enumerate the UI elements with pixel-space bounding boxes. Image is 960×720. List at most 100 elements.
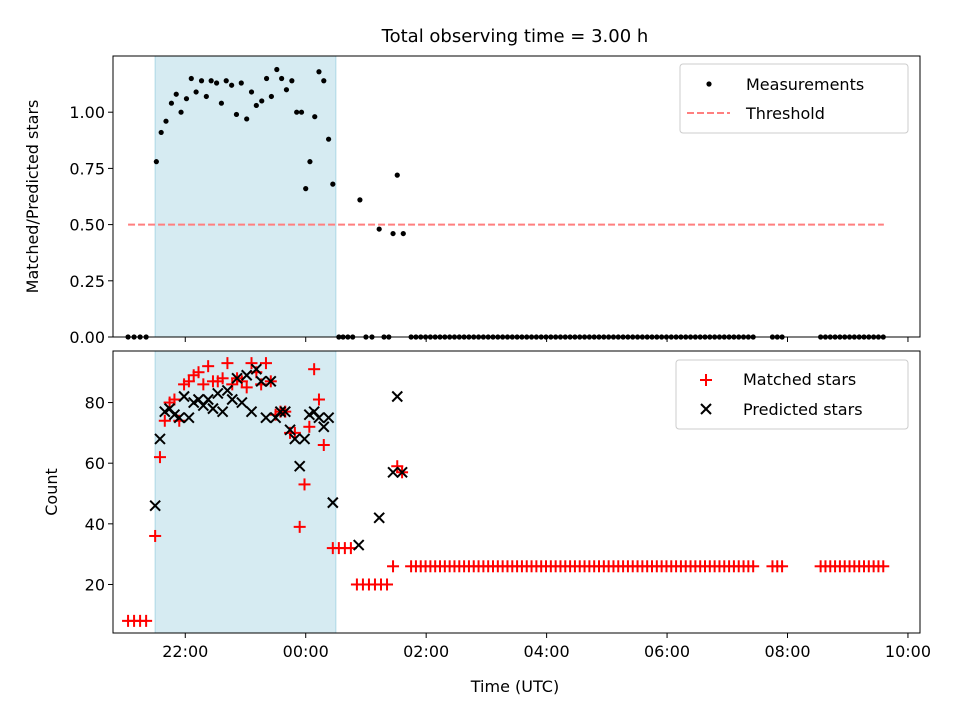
measurement-point	[218, 100, 225, 106]
matched-star-point	[202, 360, 215, 373]
predicted-star-point	[289, 433, 301, 445]
predicted-star-point	[391, 390, 403, 403]
matched-star-point	[197, 378, 210, 391]
predicted-star-point	[202, 393, 214, 406]
matched-star-point	[259, 357, 272, 370]
predicted-star-point	[313, 412, 325, 424]
count-x-ticks: 22:00 00:00 02:00 04:00 06:00 08:00 10:00	[162, 633, 931, 661]
count-axes-frame	[112, 350, 921, 634]
measurement-point	[394, 172, 400, 178]
x-tick-label: 06:00	[644, 642, 690, 661]
measurement-point	[274, 66, 280, 73]
predicted-star-point	[293, 460, 306, 472]
matched-star-point	[776, 560, 789, 573]
predicted-star-point	[173, 412, 185, 424]
matched-star-point	[245, 357, 258, 370]
measurement-point	[400, 230, 406, 237]
y-tick-label: 1.00	[69, 103, 105, 122]
y-tick-label: 40	[85, 515, 105, 534]
predicted-star-point	[178, 390, 190, 403]
y-tick-label: 60	[85, 454, 105, 473]
matched-star-point	[381, 578, 394, 591]
matched-star-point	[391, 460, 404, 473]
matched-star-point	[747, 560, 760, 573]
matched-star-point	[226, 378, 239, 391]
predicted-stars-series	[149, 363, 408, 551]
predicted-star-point	[322, 412, 335, 424]
matched-star-point	[140, 614, 153, 627]
observing-window-top	[154, 55, 337, 338]
matched-star-point	[240, 381, 253, 394]
predicted-star-point	[298, 433, 311, 445]
matched-star-point	[153, 451, 166, 464]
ratio-y-ticks: 0.00 0.25 0.50 0.75 1.00	[69, 103, 113, 347]
predicted-star-point	[183, 412, 195, 424]
matched-star-point	[387, 560, 400, 573]
predicted-star-point	[240, 369, 253, 381]
measurement-point	[178, 109, 184, 115]
measurement-point	[193, 89, 199, 95]
matched-star-point	[221, 357, 234, 370]
predicted-star-point	[226, 393, 238, 406]
matched-star-point	[877, 560, 890, 573]
predicted-star-point	[284, 424, 296, 436]
predicted-star-point	[265, 375, 277, 388]
matched-star-point	[235, 375, 248, 388]
measurement-point	[188, 75, 194, 82]
measurement-point	[259, 98, 265, 104]
measurement-point	[326, 136, 332, 142]
legend-matched-label: Matched stars	[743, 370, 856, 389]
measurement-point	[357, 197, 363, 203]
predicted-star-point	[212, 387, 224, 400]
ratio-y-label: Matched/Predicted stars	[23, 100, 42, 294]
predicted-star-point	[396, 466, 408, 478]
x-tick-label: 04:00	[524, 642, 570, 661]
y-tick-label: 0.50	[69, 216, 105, 235]
measurement-point	[248, 89, 255, 95]
measurement-point	[289, 78, 295, 84]
matched-star-point	[293, 520, 306, 533]
matched-star-point	[149, 529, 162, 542]
measurement-point	[213, 80, 220, 86]
matched-star-point	[298, 478, 311, 491]
ratio-x-ticks	[184, 337, 909, 342]
measurement-point	[208, 78, 214, 84]
matched-star-point	[158, 414, 171, 427]
predicted-star-point	[216, 405, 229, 418]
measurement-point	[163, 118, 169, 124]
measurement-point	[198, 78, 205, 84]
chart-title: Total observing time = 3.00 h	[381, 26, 649, 47]
count-legend: Matched stars Predicted stars	[675, 359, 909, 430]
predicted-star-point	[236, 396, 248, 409]
ratio-panel: 0.00 0.25 0.50 0.75 1.00 Matched/Predicted s…	[23, 55, 921, 347]
legend-predicted-marker	[700, 403, 712, 415]
predicted-star-point	[353, 539, 365, 551]
matched-star-point	[288, 426, 301, 439]
count-y-ticks: 20 40 60 80	[85, 394, 113, 594]
predicted-star-point	[260, 412, 272, 424]
predicted-star-point	[318, 421, 330, 433]
measurement-point	[238, 80, 244, 86]
predicted-star-point	[255, 375, 267, 388]
measurement-point	[229, 82, 235, 88]
measurement-point	[158, 129, 164, 136]
legend-matched-marker	[700, 374, 712, 386]
measurement-point	[168, 100, 175, 106]
measurement-point	[283, 87, 290, 93]
measurement-point	[298, 109, 305, 115]
y-tick-label: 0.25	[69, 272, 105, 291]
matched-star-point	[182, 375, 195, 388]
predicted-star-point	[387, 466, 399, 478]
x-tick-label: 02:00	[403, 642, 449, 661]
measurement-point	[263, 75, 270, 82]
x-tick-label: 22:00	[162, 642, 208, 661]
measurement-point	[294, 109, 300, 115]
measurement-point	[307, 159, 313, 165]
predicted-star-point	[231, 372, 243, 384]
measurement-point	[173, 91, 179, 97]
legend-threshold-label: Threshold	[745, 104, 825, 123]
measurement-point	[244, 116, 250, 122]
matched-star-point	[312, 393, 325, 406]
y-tick-label: 0.75	[69, 159, 105, 178]
